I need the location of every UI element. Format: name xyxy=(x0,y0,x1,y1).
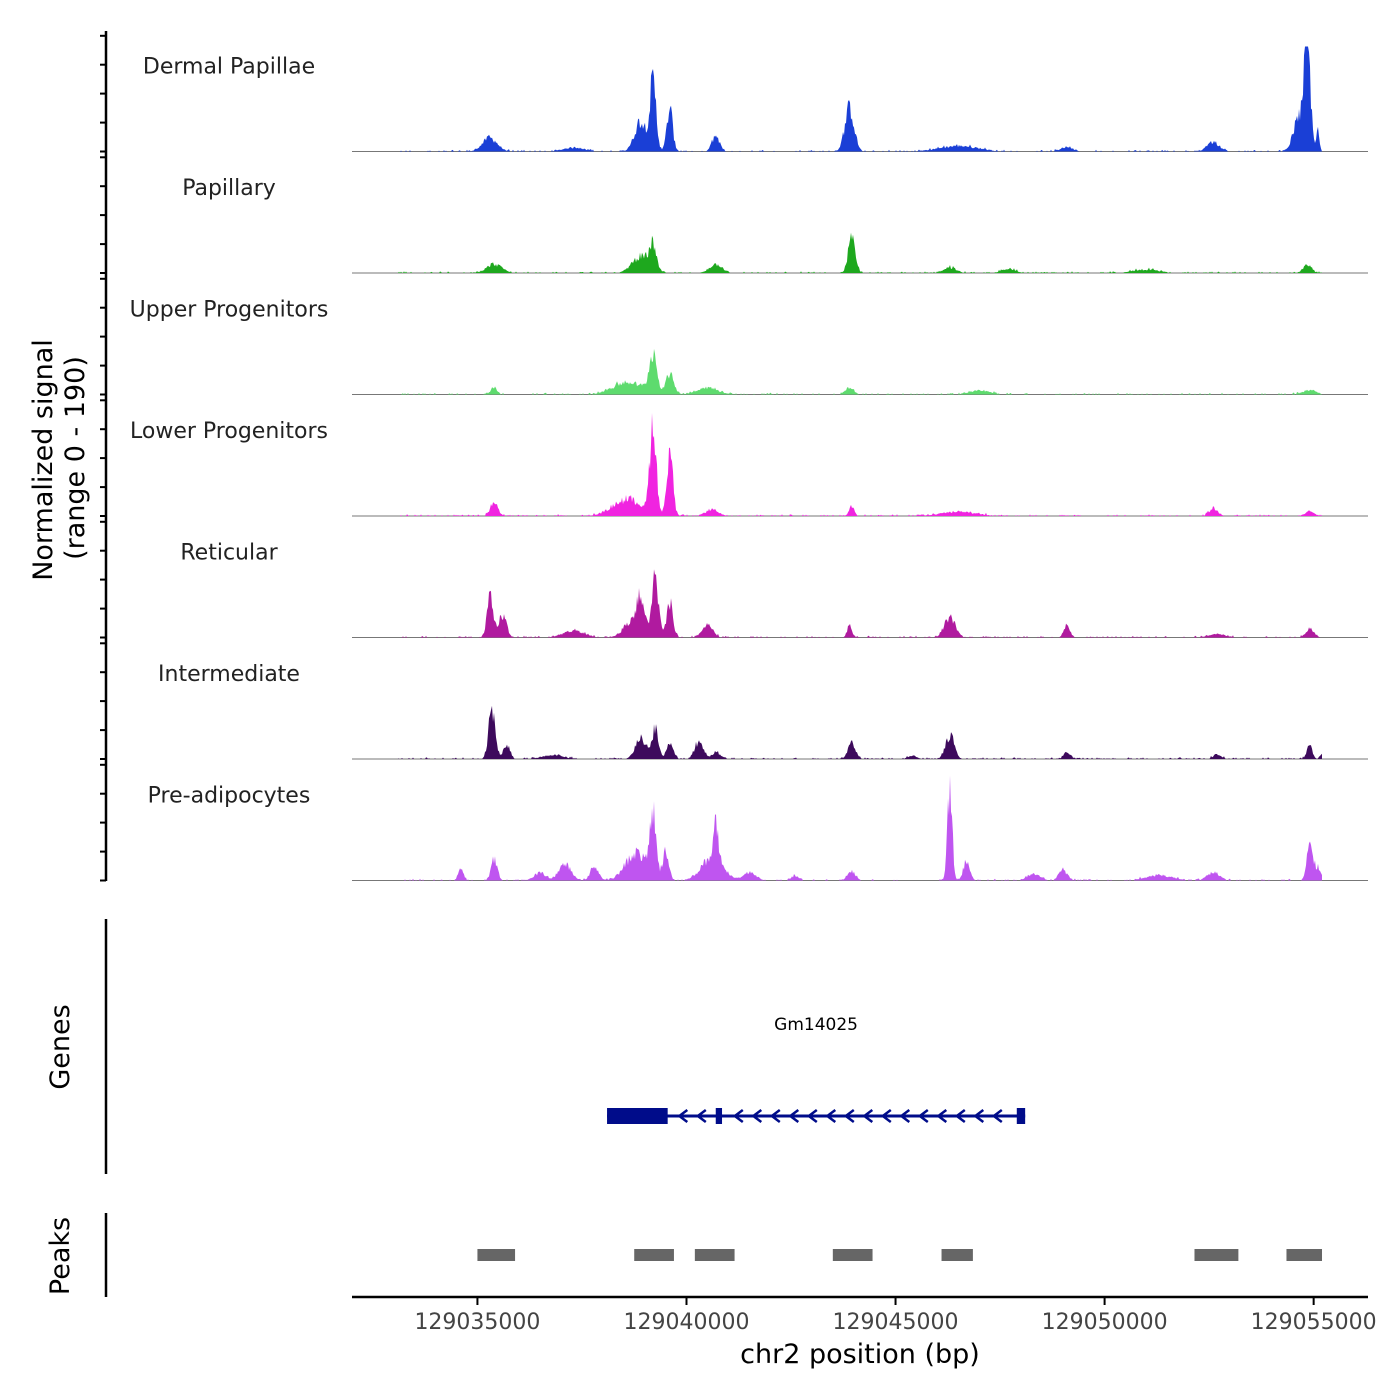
peak-region xyxy=(832,1249,873,1261)
strand-arrow xyxy=(751,1109,763,1123)
peak-region xyxy=(694,1249,735,1261)
peaks-track-label: Peaks xyxy=(45,1217,76,1295)
track-label: Papillary xyxy=(182,176,276,201)
coverage-area xyxy=(398,46,1322,152)
strand-arrow xyxy=(917,1109,929,1123)
x-tick-label: 129040000 xyxy=(623,1310,749,1335)
x-tick-label: 129050000 xyxy=(1042,1310,1168,1335)
peak-region xyxy=(1194,1249,1239,1261)
strand-arrow xyxy=(936,1109,948,1123)
strand-arrow xyxy=(788,1109,800,1123)
coverage-area xyxy=(398,705,1322,759)
track-label: Pre-adipocytes xyxy=(148,784,311,809)
gene-exon xyxy=(607,1108,668,1124)
x-axis-title: chr2 position (bp) xyxy=(740,1339,980,1370)
peak-region xyxy=(941,1249,973,1261)
gene-model: Gm14025 xyxy=(607,1015,1026,1124)
coverage-area xyxy=(398,775,1322,881)
track-label: Dermal Papillae xyxy=(143,55,315,80)
strand-arrow xyxy=(677,1109,689,1123)
strand-arrow xyxy=(825,1109,837,1123)
y-axis-range-label: (range 0 - 190) xyxy=(60,356,91,560)
strand-arrow xyxy=(862,1109,874,1123)
strand-arrow xyxy=(954,1109,966,1123)
coverage-area xyxy=(398,569,1322,638)
coverage-track: Papillary xyxy=(100,156,1368,274)
y-axis-label: Normalized signal xyxy=(28,339,59,581)
strand-arrow xyxy=(843,1109,855,1123)
gene-exon xyxy=(1016,1108,1026,1124)
strand-arrow xyxy=(695,1109,707,1123)
peaks-track xyxy=(104,1213,1323,1297)
strand-arrow xyxy=(991,1109,1003,1123)
x-tick-label: 129045000 xyxy=(833,1310,959,1335)
x-tick-label: 129055000 xyxy=(1251,1310,1377,1335)
strand-arrow xyxy=(899,1109,911,1123)
gene-track: Gm14025 xyxy=(104,919,1026,1174)
coverage-track: Pre-adipocytes xyxy=(100,763,1368,882)
coverage-track: Reticular xyxy=(100,520,1368,639)
coverage-area xyxy=(398,232,1322,273)
peak-region xyxy=(477,1249,516,1261)
track-label: Lower Progenitors xyxy=(130,419,328,444)
strand-arrow xyxy=(880,1109,892,1123)
coverage-tracks: Dermal Papillae Papillary Upper Progenitor… xyxy=(100,31,1368,882)
coverage-track: Dermal Papillae xyxy=(100,34,1368,153)
track-label: Intermediate xyxy=(158,662,300,687)
strand-arrow xyxy=(806,1109,818,1123)
x-axis: 129035000 129040000 129045000 129050000 1290… xyxy=(352,1295,1377,1335)
track-label: Upper Progenitors xyxy=(130,298,329,323)
strand-arrow xyxy=(973,1109,985,1123)
genes-track-label: Genes xyxy=(45,1004,76,1089)
strand-arrow xyxy=(769,1109,781,1123)
coverage-track: Intermediate xyxy=(100,642,1368,760)
coverage-track: Lower Progenitors xyxy=(100,399,1368,517)
gene-name-label: Gm14025 xyxy=(774,1015,858,1035)
strand-arrow xyxy=(732,1109,744,1123)
x-tick-label: 129035000 xyxy=(414,1310,540,1335)
coverage-area xyxy=(398,413,1322,516)
gene-exon xyxy=(715,1108,723,1124)
peak-region xyxy=(1286,1249,1323,1261)
track-label: Reticular xyxy=(180,541,278,566)
peak-region xyxy=(634,1249,674,1261)
coverage-track: Upper Progenitors xyxy=(100,277,1368,396)
coverage-area xyxy=(398,348,1322,395)
